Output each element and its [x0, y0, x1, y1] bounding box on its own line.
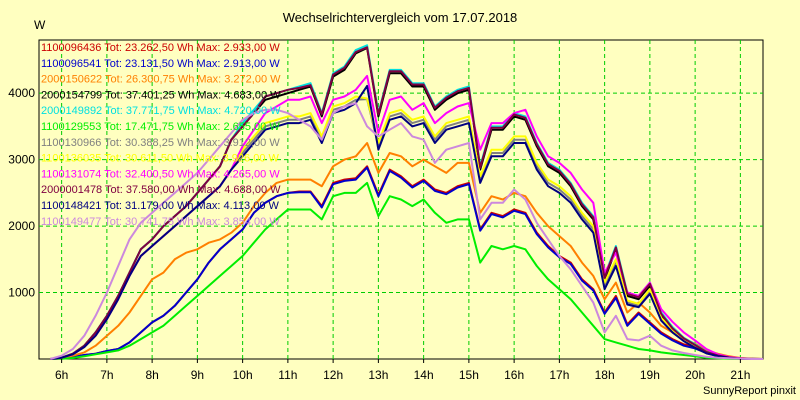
legend-entry-1100096436: 1100096436 Tot: 23.262,50 Wh Max: 2.933,… [41, 42, 280, 54]
x-tick-label: 13h [368, 368, 388, 382]
legend-entry-1100129553: 1100129553 Tot: 17.471,75 Wh Max: 2.655,… [41, 121, 280, 133]
series-line-2000150622 [50, 142, 764, 360]
legend-entry-1100130966: 1100130966 Tot: 30.388,25 Wh Max: 3.912,… [41, 137, 280, 149]
x-tick-label: 7h [100, 368, 113, 382]
legend-entry-1100131074: 1100131074 Tot: 32.400,50 Wh Max: 4.265,… [41, 168, 280, 180]
legend-entry-1100136035: 1100136035 Tot: 30.611,50 Wh Max: 3.926,… [41, 153, 280, 165]
y-axis-unit-label: W [34, 18, 46, 32]
series-line-1100148421 [50, 84, 763, 360]
x-tick-label: 16h [504, 368, 524, 382]
series-line-1100129553 [50, 181, 763, 360]
legend-entry-2000149892: 2000149892 Tot: 37.771,75 Wh Max: 4.720,… [41, 105, 281, 117]
chart-title: Wechselrichtervergleich vom 17.07.2018 [283, 10, 518, 25]
x-tick-label: 9h [191, 368, 204, 382]
x-tick-label: 18h [595, 368, 615, 382]
x-tick-label: 11h [278, 368, 297, 382]
x-tick-label: 19h [640, 368, 660, 382]
y-tick-label: 3000 [8, 153, 35, 167]
series-layer [50, 44, 764, 360]
x-tick-label: 8h [145, 368, 158, 382]
legend-entry-1100149477: 1100149477 Tot: 30.741,75 Wh Max: 3.854,… [41, 216, 280, 228]
series-line-2000001478 [50, 46, 763, 360]
legend-entry-1100096541: 1100096541 Tot: 23.131,50 Wh Max: 2.913,… [41, 58, 280, 70]
x-tick-label: 12h [323, 368, 343, 382]
y-tick-label: 2000 [8, 219, 35, 233]
y-tick-label: 4000 [8, 86, 35, 100]
footer-label: SunnyReport pinxit [703, 385, 796, 397]
x-tick-label: 20h [685, 368, 705, 382]
legend-entry-2000001478: 2000001478 Tot: 37.580,00 Wh Max: 4.688,… [41, 184, 281, 196]
series-line-1100096541 [50, 166, 764, 360]
legend-entry-1100148421: 1100148421 Tot: 31.179,00 Wh Max: 4.113,… [41, 200, 280, 212]
legend-entry-2000154799: 2000154799 Tot: 37.401,25 Wh Max: 4.683,… [41, 89, 281, 101]
x-tick-label: 6h [55, 368, 68, 382]
x-tick-label: 17h [549, 368, 569, 382]
tick-labels: 6h 7h 8h 9h 10h 11h 12h 13h 14h 15h 16h 17h 18h 19h 20… [8, 86, 750, 382]
legend-entry-2000150622: 2000150622 Tot: 26.300,75 Wh Max: 3.272,… [41, 74, 281, 86]
x-tick-label: 14h [414, 368, 434, 382]
x-tick-label: 21h [730, 368, 750, 382]
series-line-1100149477 [50, 102, 763, 360]
y-tick-label: 1000 [8, 286, 35, 300]
legend: 1100096436 Tot: 23.262,50 Wh Max: 2.933,… [41, 42, 281, 228]
x-tick-label: 10h [233, 368, 253, 382]
x-tick-label: 15h [459, 368, 479, 382]
